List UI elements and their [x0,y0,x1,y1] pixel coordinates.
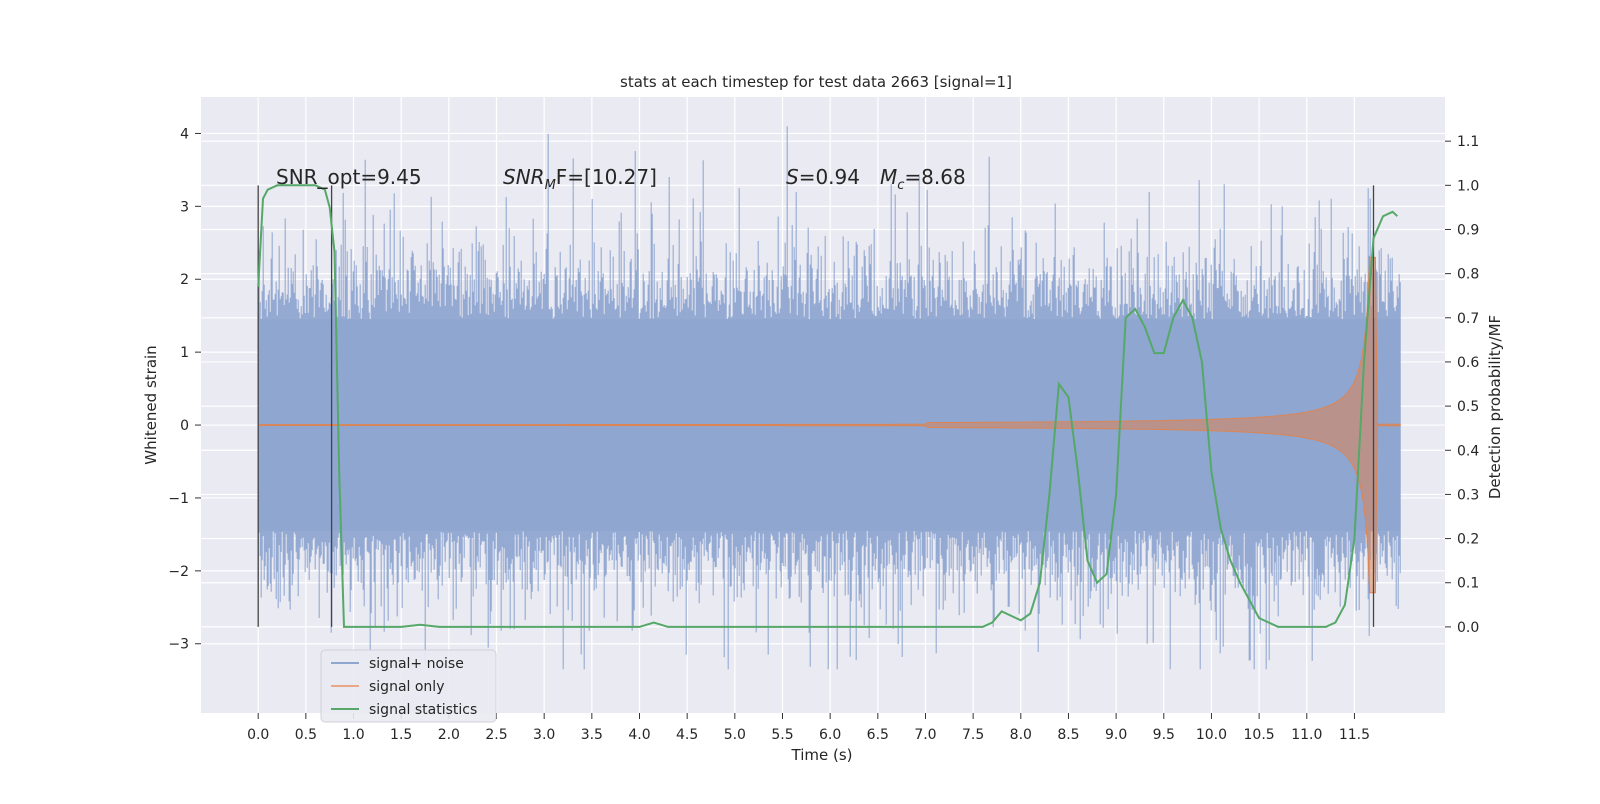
x-tick-label: 9.0 [1105,727,1127,743]
snr-mf-sub: M [545,178,556,193]
x-tick-label: 5.0 [724,727,746,743]
legend-label-signal-only: signal only [369,679,444,695]
x-tick-label: 10.0 [1196,727,1227,743]
y-left-tick-label: 3 [180,199,189,215]
s-prefix: S [786,165,799,189]
x-tick-label: 8.5 [1057,727,1079,743]
x-tick-label: 1.5 [390,727,412,743]
s-value: =0.94 [799,165,860,189]
x-tick-label: 10.5 [1244,727,1275,743]
x-tick-label: 4.0 [628,727,650,743]
x-tick-label: 2.0 [438,727,460,743]
legend: signal+ noise signal only signal statist… [320,649,497,723]
mc-prefix: M [880,165,897,189]
mc-annotation: Mc=8.68 [880,165,966,193]
y-right-tick-label: 0.8 [1457,267,1479,283]
signal-statistics-line [257,184,1398,628]
x-tick-label: 11.0 [1291,727,1322,743]
marker-vlines [257,185,1375,627]
snr-mf-value: F=[10.27] [556,165,657,189]
y-right-tick-label: 0.4 [1457,443,1479,459]
x-tick-label: 3.5 [581,727,603,743]
snr-mf-prefix: SNR [503,165,545,189]
snr-mf-annotation: SNRMF=[10.27] [503,165,657,193]
y-right-tick-label: 0.7 [1457,311,1479,327]
y-right-tick-label: 0.2 [1457,532,1479,548]
legend-label-signal-statistics: signal statistics [369,702,477,718]
signal-only-series [257,256,1401,594]
y-right-axis-ticks: 0.0 0.1 0.2 0.3 0.4 0.5 0.6 0.7 0.8 0.9 1.0 1.1 [1445,134,1479,636]
y-right-tick-label: 0.9 [1457,222,1479,238]
y-right-tick-label: 1.1 [1457,134,1479,150]
y-left-tick-label: 2 [180,272,189,288]
x-tick-label: 3.0 [533,727,555,743]
y-left-tick-label: 0 [180,418,189,434]
x-tick-label: 0.0 [247,727,269,743]
x-tick-label: 2.5 [485,727,507,743]
chart-title: stats at each timestep for test data 266… [620,73,1012,91]
x-tick-label: 8.0 [1010,727,1032,743]
y-left-tick-label: −3 [168,637,189,653]
s-annotation: S=0.94 [786,165,860,189]
x-tick-label: 6.0 [819,727,841,743]
y-left-axis-label: Whitened strain [142,345,160,464]
y-right-tick-label: 0.0 [1457,620,1479,636]
y-right-tick-label: 0.5 [1457,399,1479,415]
x-axis-ticks: 0.0 0.5 1.0 1.5 2.0 2.5 3.0 3.5 4.0 4.5 5.0 5.5 6.0 6… [247,713,1370,743]
x-tick-label: 7.5 [962,727,984,743]
y-right-tick-label: 0.1 [1457,576,1479,592]
x-tick-label: 0.5 [295,727,317,743]
x-tick-label: 4.5 [676,727,698,743]
y-right-tick-label: 0.6 [1457,355,1479,371]
y-left-axis-ticks: −3 −2 −1 0 1 2 3 4 [168,126,201,653]
mc-value: =8.68 [904,165,965,189]
x-tick-label: 9.5 [1153,727,1175,743]
y-left-tick-label: 1 [180,345,189,361]
x-tick-label: 7.0 [914,727,936,743]
y-right-axis-label: Detection probability/MF [1486,315,1504,499]
x-tick-label: 5.5 [771,727,793,743]
y-left-tick-label: −2 [168,564,189,580]
y-right-tick-label: 0.3 [1457,487,1479,503]
y-left-tick-label: −1 [168,491,189,507]
mc-sub: c [897,178,904,193]
legend-label-signal-plus-noise: signal+ noise [369,656,464,672]
x-tick-label: 1.0 [342,727,364,743]
x-tick-label: 11.5 [1339,727,1370,743]
x-axis-label: Time (s) [791,746,853,764]
x-tick-label: 6.5 [867,727,889,743]
snr-opt-annotation: SNR_opt=9.45 [276,165,422,189]
y-left-tick-label: 4 [180,126,189,142]
y-right-tick-label: 1.0 [1457,178,1479,194]
legend-box [320,649,497,723]
